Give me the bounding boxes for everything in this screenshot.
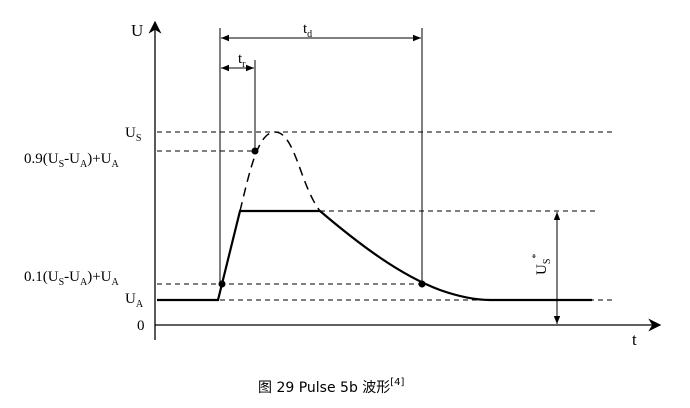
label-part: 图 29 Pulse 5b 波形 [258, 380, 390, 396]
td-label: td [303, 21, 312, 40]
label-part: U [125, 125, 136, 141]
label-part: U [534, 264, 550, 275]
label-part: A [112, 159, 120, 170]
label-part: U [125, 291, 136, 307]
label-part: t [238, 51, 243, 67]
label-part: A [80, 277, 88, 288]
us-star-label: US* [531, 254, 553, 275]
point [218, 280, 226, 288]
label-part: d [307, 29, 312, 40]
tr-label: tr [238, 51, 246, 70]
origin-label: 0 [137, 318, 145, 334]
label-part: S [542, 259, 553, 265]
label-part: 0.1(U [24, 269, 59, 285]
label-part: [4] [390, 377, 404, 388]
point [418, 280, 426, 288]
u10-label: 0.1(US-UA)+UA [24, 269, 120, 288]
label-part: S [59, 277, 65, 288]
y-axis-label: U [131, 21, 143, 40]
us-label: US [125, 125, 141, 144]
label-part: * [531, 254, 542, 259]
label-part: A [112, 277, 120, 288]
label-part: )+U [87, 269, 111, 285]
label-part: r [242, 59, 246, 70]
label-part: -U [64, 269, 80, 285]
label-part: A [80, 159, 88, 170]
open-circuit-waveform [239, 131, 321, 212]
label-part: S [59, 159, 65, 170]
ua-label: UA [125, 291, 144, 310]
label-part: 0.9(U [24, 151, 59, 167]
label-part: A [136, 299, 144, 310]
label-part: S [136, 133, 142, 144]
u90-label: 0.9(US-UA)+UA [24, 151, 120, 170]
x-axis-label: t [632, 330, 637, 349]
caption: 图 29 Pulse 5b 波形[4] [258, 377, 405, 396]
label-part: -U [64, 151, 80, 167]
label-part: t [303, 21, 308, 37]
point [251, 147, 259, 155]
waveform [157, 209, 592, 302]
label-part: )+U [87, 151, 111, 167]
